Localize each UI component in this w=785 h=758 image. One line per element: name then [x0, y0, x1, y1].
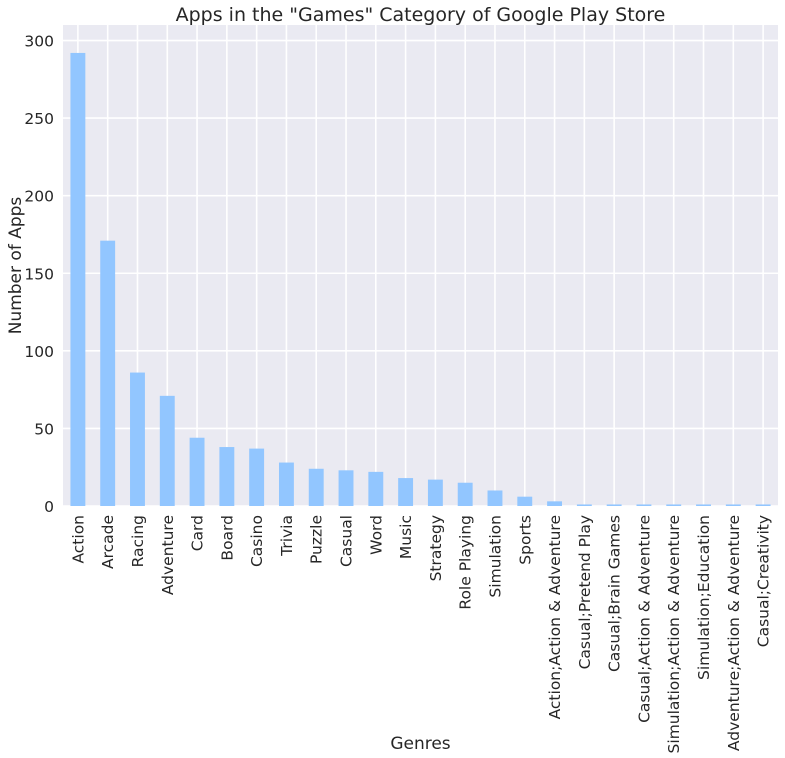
bar-music: [398, 478, 414, 506]
y-tick-label: 200: [24, 188, 54, 206]
bar-arcade: [100, 240, 116, 506]
bar-casual-brain-games: [606, 504, 622, 506]
x-tick-label: Strategy: [427, 515, 445, 581]
bar-casual: [338, 470, 354, 506]
y-tick-label: 150: [24, 265, 54, 283]
x-tick-label: Adventure;Action & Adventure: [725, 515, 743, 751]
x-tick-label: Sports: [516, 515, 534, 565]
x-tick-label: Adventure: [159, 515, 177, 595]
bar-racing: [130, 372, 145, 506]
bar-board: [219, 447, 235, 506]
bar-strategy: [427, 479, 443, 506]
bar-casual-creativity: [755, 504, 771, 506]
x-tick-label: Card: [189, 515, 207, 551]
x-tick-label: Action;Action & Adventure: [546, 515, 564, 719]
x-tick-label: Casual: [338, 515, 356, 567]
bar-simulation-action-adventure: [666, 504, 682, 506]
x-tick-label: Puzzle: [308, 515, 326, 564]
x-tick-label: Casual;Action & Adventure: [635, 515, 653, 723]
bar-casino: [249, 448, 265, 506]
x-tick-label: Trivia: [278, 515, 296, 557]
y-tick-label: 250: [24, 110, 54, 128]
chart-title: Apps in the "Games" Category of Google P…: [176, 4, 666, 26]
x-tick-label: Racing: [129, 515, 147, 567]
bar-card: [189, 437, 205, 506]
bar-puzzle: [308, 468, 324, 506]
y-axis-label: Number of Apps: [6, 197, 26, 335]
bar-trivia: [278, 462, 294, 506]
y-tick-label: 100: [24, 343, 54, 361]
y-tick-label: 50: [34, 420, 54, 438]
x-tick-label: Casual;Brain Games: [606, 515, 624, 672]
x-tick-label: Simulation: [486, 515, 504, 598]
bar-adventure-action-adventure: [725, 504, 741, 506]
y-tick-label: 300: [24, 33, 54, 51]
x-tick-label: Arcade: [99, 515, 117, 569]
bar-role-playing: [457, 482, 473, 506]
bar-word: [368, 471, 384, 506]
plot-area: [63, 25, 778, 506]
x-tick-label: Word: [367, 515, 385, 555]
bar-action-action-adventure: [547, 501, 563, 506]
x-axis-label: Genres: [390, 734, 450, 754]
x-tick-label: Casino: [248, 515, 266, 567]
x-tick-label: Casual;Creativity: [755, 515, 773, 647]
x-tick-label: Board: [218, 515, 236, 561]
x-tick-label: Action: [69, 515, 87, 564]
x-tick-label: Role Playing: [457, 515, 475, 610]
bars: [70, 52, 771, 507]
bar-action: [70, 52, 86, 507]
bar-simulation-education: [696, 504, 711, 506]
bar-sports: [517, 496, 533, 506]
x-tick-label: Music: [397, 515, 415, 559]
bar-casual-action-adventure: [636, 504, 652, 506]
x-tick-label: Casual;Pretend Play: [576, 515, 594, 669]
x-tick-label: Simulation;Education: [695, 515, 713, 680]
x-tick-labels: Action Arcade Racing Adventure Card Board Casi…: [69, 515, 772, 753]
x-tick-label: Simulation;Action & Adventure: [665, 515, 683, 753]
bar-adventure: [159, 395, 175, 506]
y-tick-label: 0: [44, 498, 54, 516]
bar-simulation: [487, 490, 503, 506]
y-tick-labels: 0 50 100 150 200 250 300: [24, 33, 54, 516]
bar-casual-pretend-play: [576, 504, 592, 506]
